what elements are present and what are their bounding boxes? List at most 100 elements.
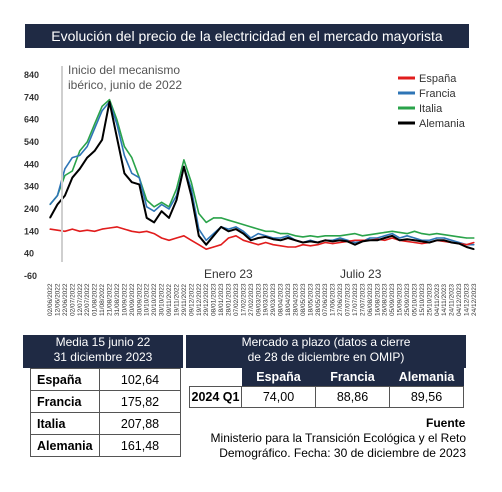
data-point xyxy=(108,227,111,229)
data-point xyxy=(227,237,230,239)
data-point xyxy=(421,240,423,242)
data-point xyxy=(317,244,319,246)
data-point xyxy=(116,123,118,125)
data-point xyxy=(56,229,59,231)
y-tick-label: 340 xyxy=(24,182,39,192)
y-tick-label: -60 xyxy=(24,271,37,281)
data-point xyxy=(287,246,289,248)
empty-header-cell xyxy=(189,368,242,387)
row-label-cell: 2024 Q1 xyxy=(189,386,242,408)
data-point xyxy=(413,237,416,239)
x-tick-label: 02/07/2022 xyxy=(69,283,76,316)
data-point xyxy=(376,233,378,235)
data-point xyxy=(287,235,289,237)
data-point xyxy=(79,150,81,152)
x-tick-label: 11/08/2022 xyxy=(99,284,106,316)
data-point xyxy=(406,233,408,235)
x-tick-label: 04/12/2023 xyxy=(456,283,463,316)
x-tick-label: 26/08/2023 xyxy=(382,283,389,316)
data-point xyxy=(86,145,88,148)
data-point xyxy=(71,228,73,230)
data-point xyxy=(190,239,192,241)
data-point xyxy=(406,238,408,240)
x-tick-label: 29/12/2022 xyxy=(203,283,210,316)
data-point xyxy=(242,233,244,235)
data-point xyxy=(242,224,244,226)
x-tick-label: 21/08/2022 xyxy=(107,283,114,316)
table1-header-line1: Media 15 junio 22 xyxy=(55,335,151,349)
data-point xyxy=(161,201,163,203)
data-point xyxy=(302,244,304,246)
data-point xyxy=(451,241,453,244)
data-point xyxy=(309,235,311,237)
series-line-francia xyxy=(49,101,474,246)
x-tick-label: 28/01/2023 xyxy=(226,283,233,316)
data-point xyxy=(384,231,386,233)
country-cell: Francia xyxy=(30,390,100,413)
x-tick-label: 22/06/2022 xyxy=(62,283,69,316)
x-tick-label: 07/06/2023 xyxy=(322,283,329,316)
y-tick-label: 540 xyxy=(24,137,39,147)
data-point xyxy=(473,241,475,244)
data-point xyxy=(101,139,103,141)
data-point xyxy=(131,172,133,174)
x-tick-label: 27/06/2023 xyxy=(337,283,344,316)
data-point xyxy=(280,233,282,235)
column-header: Francia xyxy=(315,368,390,387)
data-point xyxy=(190,181,192,183)
data-point xyxy=(473,244,475,246)
data-point xyxy=(309,240,311,242)
x-tick-label: 04/11/2023 xyxy=(434,284,441,316)
data-point xyxy=(64,174,66,177)
x-tick-label: 09/12/2022 xyxy=(188,283,195,316)
data-point xyxy=(79,230,81,232)
table-header-row: España Francia Alemania xyxy=(189,368,464,387)
data-point xyxy=(272,230,274,232)
table-row: Alemania 161,48 xyxy=(30,434,181,457)
y-tick-label: 40 xyxy=(24,249,34,259)
data-point xyxy=(198,235,200,237)
x-tick-label: 24/11/2023 xyxy=(449,284,456,316)
x-tick-label: 28/05/2023 xyxy=(315,283,322,316)
data-point xyxy=(153,210,155,212)
table2-header-line1: Mercado a plazo (datos a cierre xyxy=(241,335,411,349)
x-tick-label: 25/09/2023 xyxy=(404,283,411,316)
legend: España Francia Italia Alemania xyxy=(398,73,466,130)
country-cell: Italia xyxy=(30,412,100,435)
data-point xyxy=(466,246,468,248)
column-header: España xyxy=(241,368,316,387)
data-point xyxy=(71,157,73,159)
data-point xyxy=(309,245,311,247)
data-point xyxy=(123,172,125,174)
data-point xyxy=(280,239,282,241)
data-point xyxy=(324,241,326,244)
data-point xyxy=(131,181,133,183)
x-tick-label: 19/03/2023 xyxy=(263,283,270,316)
data-point xyxy=(235,221,237,223)
data-point xyxy=(272,238,274,240)
x-tick-label: 17/02/2023 xyxy=(240,283,247,316)
mechanism-annotation-line2: ibérico, junio de 2022 xyxy=(68,78,182,92)
data-point xyxy=(406,240,408,242)
data-point xyxy=(71,170,73,172)
table-row: Italia 207,88 xyxy=(30,412,181,435)
country-cell: España xyxy=(30,368,100,391)
y-tick-label: 640 xyxy=(24,115,39,125)
x-tick-label: 14/11/2023 xyxy=(441,284,448,316)
x-tick-label: 07/07/2023 xyxy=(345,283,352,316)
x-tick-label: 29/03/2023 xyxy=(270,283,277,316)
data-point xyxy=(168,217,170,219)
data-point xyxy=(354,241,356,244)
data-point xyxy=(257,244,259,246)
data-point xyxy=(108,99,111,101)
x-tick-label: 09/03/2023 xyxy=(255,283,262,316)
data-point xyxy=(146,199,148,201)
data-point xyxy=(175,237,178,239)
data-point xyxy=(56,195,59,197)
data-point xyxy=(376,237,378,239)
data-point xyxy=(339,239,341,241)
data-point xyxy=(213,217,215,219)
data-point xyxy=(205,239,207,241)
y-tick-label: 440 xyxy=(24,159,39,169)
value-cell: 89,56 xyxy=(389,386,464,408)
